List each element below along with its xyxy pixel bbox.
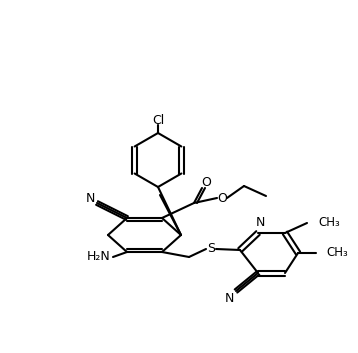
Text: S: S — [207, 243, 215, 256]
Text: H₂N: H₂N — [87, 251, 111, 263]
Text: CH₃: CH₃ — [318, 216, 340, 229]
Text: N: N — [255, 216, 265, 229]
Text: N: N — [224, 293, 234, 305]
Text: Cl: Cl — [152, 114, 164, 126]
Text: N: N — [85, 192, 95, 205]
Text: O: O — [217, 191, 227, 204]
Text: O: O — [201, 176, 211, 190]
Text: CH₃: CH₃ — [326, 246, 348, 259]
